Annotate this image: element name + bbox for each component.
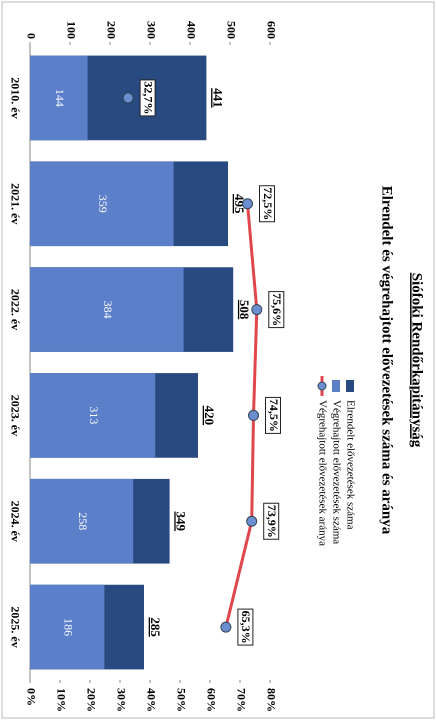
ratio-marker bbox=[122, 92, 134, 104]
y2-tick-label: 0% bbox=[24, 688, 38, 706]
bar bbox=[30, 267, 184, 352]
bar bbox=[30, 161, 174, 247]
x-tick-label: 2010. év bbox=[8, 77, 22, 118]
label-box bbox=[259, 185, 275, 223]
value-label: 349 bbox=[174, 512, 189, 532]
value-label: 441 bbox=[210, 88, 225, 108]
ratio-marker bbox=[248, 409, 259, 421]
ratio-marker bbox=[220, 621, 232, 633]
y2-tick-label: 20% bbox=[84, 688, 98, 712]
value-label: 384 bbox=[101, 301, 115, 319]
value-label: 495 bbox=[232, 194, 247, 214]
ratio-label: 32,7% bbox=[141, 81, 155, 114]
bar bbox=[30, 373, 156, 458]
legend-swatch bbox=[317, 381, 327, 391]
label-box bbox=[263, 502, 280, 540]
y2-tick-label: 60% bbox=[204, 688, 218, 712]
y2-tick-label: 70% bbox=[234, 688, 248, 712]
ratio-label: 72,5% bbox=[261, 187, 275, 220]
ratio-label: 74,5% bbox=[267, 399, 281, 432]
value-label: 186 bbox=[61, 618, 75, 636]
legend-swatch bbox=[346, 380, 354, 392]
y2-tick-label: 30% bbox=[114, 688, 128, 712]
chart-subtitle: Elrendelt és végrehajtott elővezetések s… bbox=[379, 186, 395, 535]
legend-label: Végrehajtott elővezetések száma bbox=[330, 400, 342, 544]
bar bbox=[30, 478, 134, 564]
y-tick-label: 400 bbox=[184, 21, 198, 39]
y-tick-label: 500 bbox=[224, 21, 238, 39]
y2-tick-label: 80% bbox=[264, 688, 278, 712]
y2-tick-label: 10% bbox=[54, 688, 68, 712]
x-tick-label: 2023. év bbox=[8, 395, 22, 436]
y2-tick-label: 40% bbox=[144, 688, 158, 712]
value-label: 258 bbox=[76, 512, 90, 530]
y2-tick-label: 50% bbox=[174, 688, 188, 712]
y-tick-label: 0 bbox=[24, 33, 38, 39]
value-label: 420 bbox=[202, 406, 217, 426]
label-box bbox=[139, 79, 156, 117]
x-tick-label: 2025. év bbox=[8, 606, 22, 647]
bar bbox=[30, 55, 88, 141]
label-box bbox=[268, 291, 285, 329]
value-label: 285 bbox=[148, 617, 163, 637]
x-tick-label: 2021. év bbox=[8, 183, 22, 224]
legend-label: Végrehajtott elővezetések aránya bbox=[316, 400, 328, 546]
value-label: 359 bbox=[96, 195, 110, 213]
ratio-label: 65,3% bbox=[239, 611, 253, 644]
legend-label: Elrendelt elővezetések száma bbox=[344, 400, 356, 530]
y-tick-label: 200 bbox=[104, 21, 118, 39]
label-box bbox=[265, 396, 281, 434]
x-tick-label: 2024. év bbox=[8, 501, 22, 542]
ratio-label: 75,6% bbox=[270, 293, 284, 326]
ratio-label: 73,9% bbox=[265, 505, 279, 538]
value-label: 144 bbox=[53, 89, 67, 107]
value-label: 508 bbox=[237, 300, 252, 320]
label-box bbox=[237, 608, 254, 646]
ratio-marker bbox=[251, 304, 263, 316]
legend-swatch bbox=[332, 380, 340, 392]
y-tick-label: 100 bbox=[64, 21, 78, 39]
ratio-marker bbox=[242, 198, 253, 210]
y-tick-label: 600 bbox=[264, 21, 278, 39]
chart-title: Siófoki Rendőrkapitányság bbox=[409, 273, 425, 448]
y-tick-label: 300 bbox=[144, 21, 158, 39]
x-tick-label: 2022. év bbox=[8, 289, 22, 330]
value-label: 313 bbox=[87, 406, 101, 424]
bar bbox=[29, 584, 105, 670]
ratio-marker bbox=[246, 515, 258, 527]
